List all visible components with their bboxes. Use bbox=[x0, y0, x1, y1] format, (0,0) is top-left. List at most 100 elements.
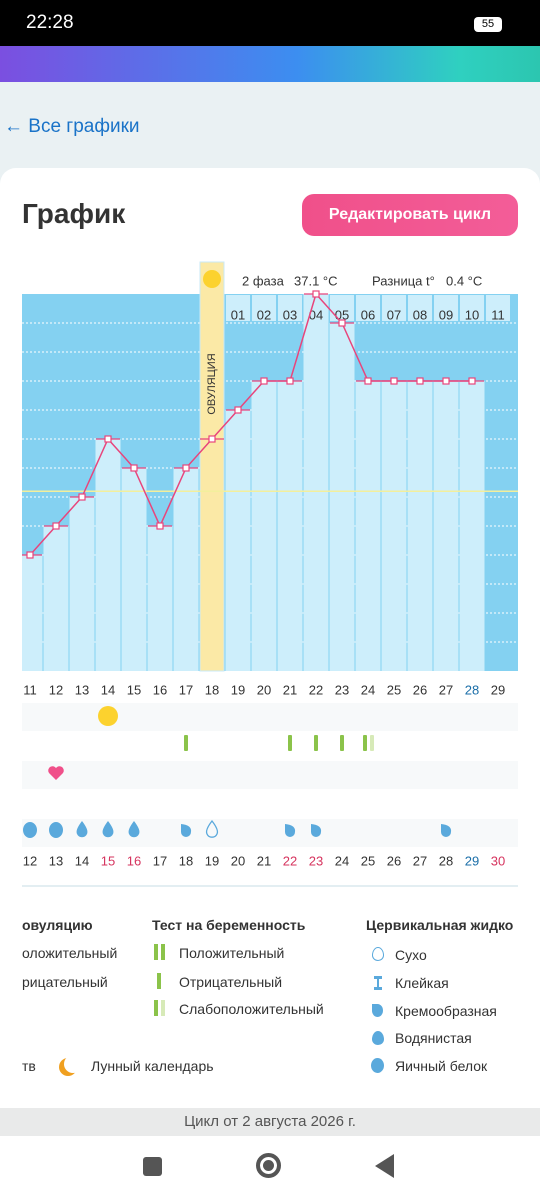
day-label: 17 bbox=[179, 682, 193, 697]
legend-item: Отрицательный bbox=[179, 974, 283, 990]
cycle-day: 02 bbox=[257, 307, 271, 322]
icon bbox=[372, 1004, 383, 1017]
phase-temp: 37.1 °C bbox=[294, 273, 338, 288]
cycle-day: 08 bbox=[413, 307, 427, 322]
temp-point bbox=[312, 290, 320, 298]
temp-point bbox=[156, 522, 164, 530]
temp-point bbox=[286, 377, 294, 385]
icon bbox=[154, 944, 158, 960]
icon bbox=[371, 1058, 384, 1073]
bar bbox=[355, 381, 381, 671]
bar bbox=[303, 294, 329, 671]
temp-point bbox=[234, 406, 242, 414]
cycle-day-cell bbox=[356, 295, 380, 321]
temp-point bbox=[26, 551, 34, 559]
bar bbox=[381, 381, 407, 671]
day-label: 24 bbox=[361, 682, 375, 697]
legend-item: Яичный белок bbox=[395, 1058, 488, 1074]
phase: 2 фаза bbox=[242, 273, 285, 288]
fluid-icon bbox=[181, 824, 192, 837]
recents-button[interactable] bbox=[143, 1157, 162, 1176]
cycle-day-cell bbox=[226, 295, 250, 321]
day-label: 28 bbox=[465, 682, 479, 697]
icon bbox=[157, 973, 161, 989]
day-label: 26 bbox=[413, 682, 427, 697]
bar bbox=[173, 468, 199, 671]
cycle-day-cell bbox=[460, 295, 484, 321]
date-label: 16 bbox=[127, 853, 141, 868]
icon-row bbox=[22, 703, 518, 731]
icon bbox=[372, 947, 384, 961]
fluid-icon bbox=[23, 822, 37, 838]
temp-point bbox=[182, 464, 190, 472]
date-label: 21 bbox=[257, 853, 271, 868]
day-label: 29 bbox=[491, 682, 505, 697]
legend-title: Тест на беременность bbox=[152, 917, 306, 933]
cycle-day: 03 bbox=[283, 307, 297, 322]
temp-point bbox=[104, 435, 112, 443]
day-label: 18 bbox=[205, 682, 219, 697]
banner bbox=[0, 46, 540, 82]
date-label: 23 bbox=[309, 853, 323, 868]
edit-button[interactable]: Редактировать цикл bbox=[302, 194, 518, 236]
day-label: 21 bbox=[283, 682, 297, 697]
date-label: 18 bbox=[179, 853, 193, 868]
fluid-icon bbox=[76, 821, 88, 838]
date-label: 12 bbox=[23, 853, 37, 868]
cycle-day-cell bbox=[382, 295, 406, 321]
footer: Цикл от 2 августа 2026 г. bbox=[0, 1108, 540, 1136]
fluid-icon bbox=[102, 821, 114, 838]
test-icon bbox=[314, 735, 318, 751]
diff-value: 0.4 °C bbox=[446, 273, 482, 288]
bar bbox=[121, 468, 147, 671]
bar bbox=[147, 526, 173, 671]
test-icon bbox=[363, 735, 367, 751]
legend-title: овуляцию bbox=[22, 917, 93, 933]
legend-item: Лунный календарь bbox=[91, 1058, 214, 1074]
temp-point bbox=[260, 377, 268, 385]
legend-item: тв bbox=[22, 1058, 36, 1074]
bar bbox=[225, 410, 251, 671]
back-link[interactable]: ← Все графики bbox=[4, 116, 140, 137]
sun-icon bbox=[203, 270, 221, 288]
bar bbox=[407, 381, 433, 671]
temp-point bbox=[130, 464, 138, 472]
home-button[interactable] bbox=[256, 1153, 281, 1178]
cycle-day-cell bbox=[278, 295, 302, 321]
date-label: 29 bbox=[465, 853, 479, 868]
sun-icon bbox=[98, 706, 118, 726]
time: 22:28 bbox=[26, 12, 74, 33]
legend-item: Сухо bbox=[395, 947, 427, 963]
date-label: 15 bbox=[101, 853, 115, 868]
cycle-day-cell bbox=[486, 295, 510, 321]
cycle-day-cell bbox=[252, 295, 276, 321]
fluid-icon bbox=[441, 824, 452, 837]
fluid-icon bbox=[128, 821, 140, 838]
cycle-day-cell bbox=[304, 295, 328, 321]
date-label: 22 bbox=[283, 853, 297, 868]
bar bbox=[459, 381, 485, 671]
day-label: 25 bbox=[387, 682, 401, 697]
date-label: 17 bbox=[153, 853, 167, 868]
bar bbox=[22, 555, 43, 671]
fluid-icon bbox=[311, 824, 322, 837]
cycle-day: 04 bbox=[309, 307, 323, 322]
date-label: 26 bbox=[387, 853, 401, 868]
temp-point bbox=[416, 377, 424, 385]
cycle-day-cell bbox=[408, 295, 432, 321]
bar bbox=[251, 381, 277, 671]
ovulation-band bbox=[199, 261, 225, 672]
date-label: 24 bbox=[335, 853, 349, 868]
back-button[interactable] bbox=[375, 1154, 394, 1178]
temp-point bbox=[78, 493, 86, 501]
legend-item: рицательный bbox=[22, 974, 108, 990]
icon bbox=[372, 1031, 384, 1045]
bar bbox=[43, 526, 69, 671]
date-label: 28 bbox=[439, 853, 453, 868]
temp-point bbox=[364, 377, 372, 385]
date-label: 25 bbox=[361, 853, 375, 868]
fluid-icon bbox=[285, 824, 296, 837]
